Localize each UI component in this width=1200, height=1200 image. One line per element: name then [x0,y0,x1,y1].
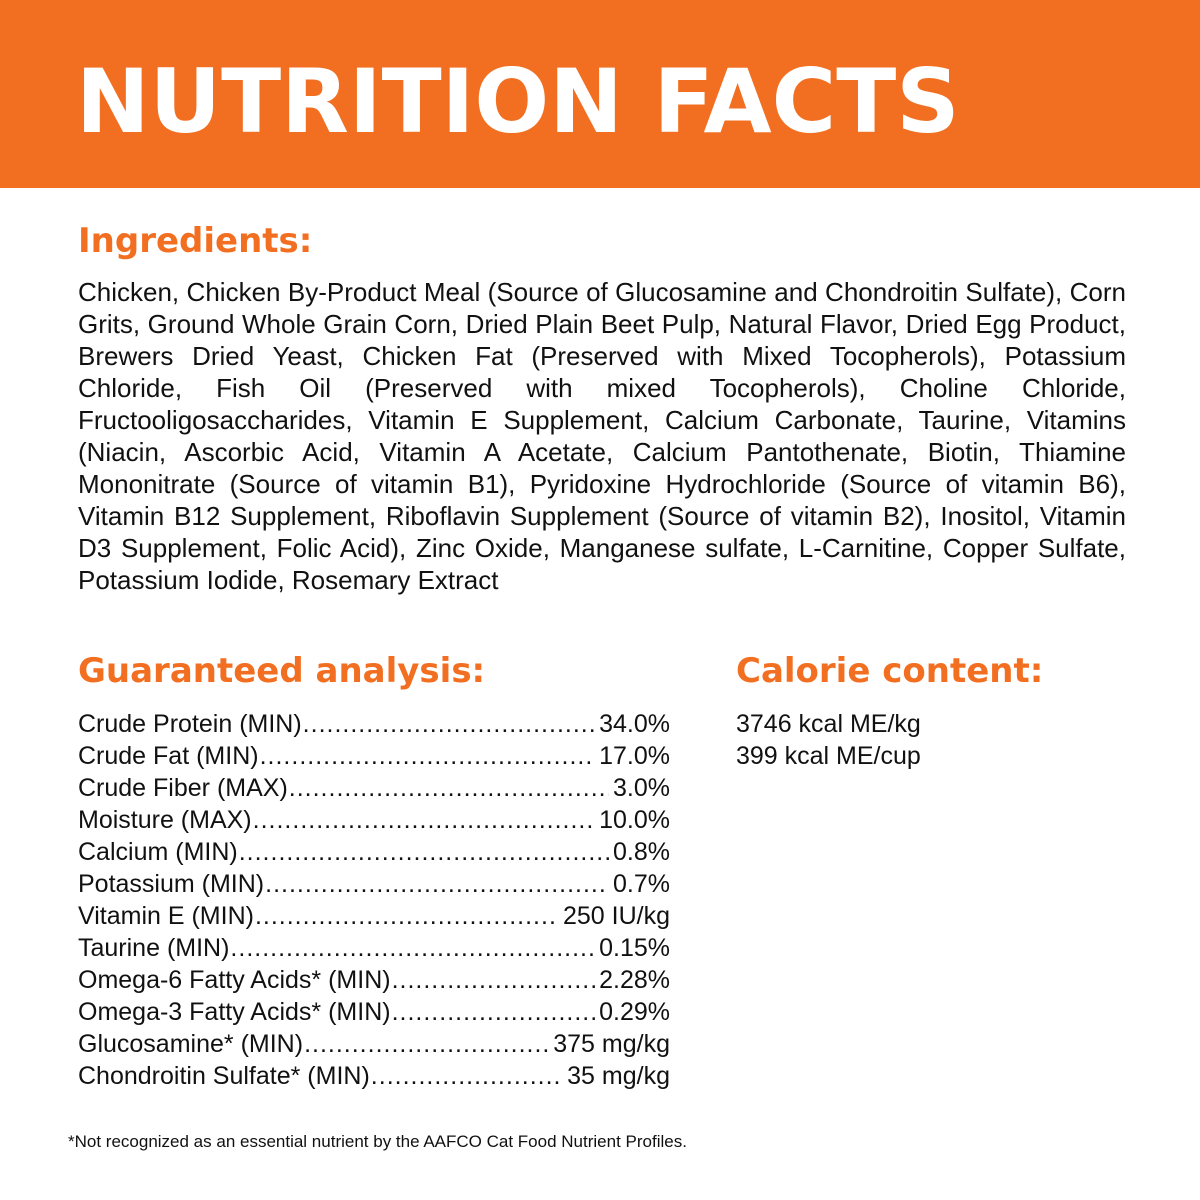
analysis-value: 250 IU/kg [562,902,670,930]
dot-leader [289,772,609,804]
analysis-value: 0.29% [599,998,670,1026]
ingredients-heading: Ingredients: [78,221,313,261]
analysis-label: Moisture (MAX) [78,806,252,834]
calorie-content-list: 3746 kcal ME/kg 399 kcal ME/cup [736,708,921,772]
ingredients-list: Chicken, Chicken By-Product Meal (Source… [78,277,1126,595]
dot-leader [303,708,595,740]
guaranteed-analysis-heading: Guaranteed analysis: [78,651,486,691]
analysis-row: Chondroitin Sulfate* (MIN) 35 mg/kg [78,1060,670,1092]
analysis-row: Vitamin E (MIN) 250 IU/kg [78,900,670,932]
analysis-label: Omega-3 Fatty Acids* (MIN) [78,998,391,1026]
analysis-value: 2.28% [599,966,670,994]
analysis-row: Calcium (MIN) 0.8% [78,836,670,868]
calorie-line-per-kg: 3746 kcal ME/kg [736,710,921,738]
analysis-value: 0.8% [613,838,670,866]
dot-leader [239,836,609,868]
analysis-row: Glucosamine* (MIN) 375 mg/kg [78,1028,670,1060]
analysis-label: Crude Fat (MIN) [78,742,259,770]
analysis-label: Potassium (MIN) [78,870,265,898]
calorie-line-per-cup: 399 kcal ME/cup [736,742,921,770]
analysis-value: 10.0% [599,806,670,834]
analysis-row: Omega-3 Fatty Acids* (MIN) 0.29% [78,996,670,1028]
analysis-value: 3.0% [613,774,670,802]
aafco-footnote: *Not recognized as an essential nutrient… [68,1132,687,1151]
analysis-row: Moisture (MAX) 10.0% [78,804,670,836]
dot-leader [265,868,609,900]
analysis-value: 375 mg/kg [553,1030,670,1058]
analysis-row: Taurine (MIN) 0.15% [78,932,670,964]
dot-leader [371,1060,563,1092]
analysis-row: Crude Protein (MIN) 34.0% [78,708,670,740]
analysis-row: Crude Fat (MIN) 17.0% [78,740,670,772]
analysis-label: Glucosamine* (MIN) [78,1030,304,1058]
dot-leader [392,964,596,996]
dot-leader [304,1028,549,1060]
analysis-value: 0.15% [599,934,670,962]
analysis-label: Crude Protein (MIN) [78,710,302,738]
analysis-value: 34.0% [599,710,670,738]
analysis-label: Chondroitin Sulfate* (MIN) [78,1062,370,1090]
dot-leader [253,804,595,836]
guaranteed-analysis-table: Crude Protein (MIN) 34.0% Crude Fat (MIN… [78,708,670,1092]
analysis-value: 35 mg/kg [567,1062,670,1090]
analysis-row: Omega-6 Fatty Acids* (MIN) 2.28% [78,964,670,996]
page-title: NUTRITION FACTS [76,50,960,153]
dot-leader [260,740,596,772]
analysis-value: 17.0% [599,742,670,770]
analysis-row: Crude Fiber (MAX) 3.0% [78,772,670,804]
dot-leader [255,900,559,932]
analysis-label: Omega-6 Fatty Acids* (MIN) [78,966,391,994]
header-banner: NUTRITION FACTS [0,0,1200,188]
analysis-row: Potassium (MIN) 0.7% [78,868,670,900]
dot-leader [392,996,596,1028]
analysis-label: Calcium (MIN) [78,838,238,866]
calorie-content-heading: Calorie content: [736,651,1044,691]
analysis-label: Taurine (MIN) [78,934,230,962]
dot-leader [230,932,595,964]
analysis-label: Vitamin E (MIN) [78,902,254,930]
analysis-label: Crude Fiber (MAX) [78,774,288,802]
analysis-value: 0.7% [613,870,670,898]
